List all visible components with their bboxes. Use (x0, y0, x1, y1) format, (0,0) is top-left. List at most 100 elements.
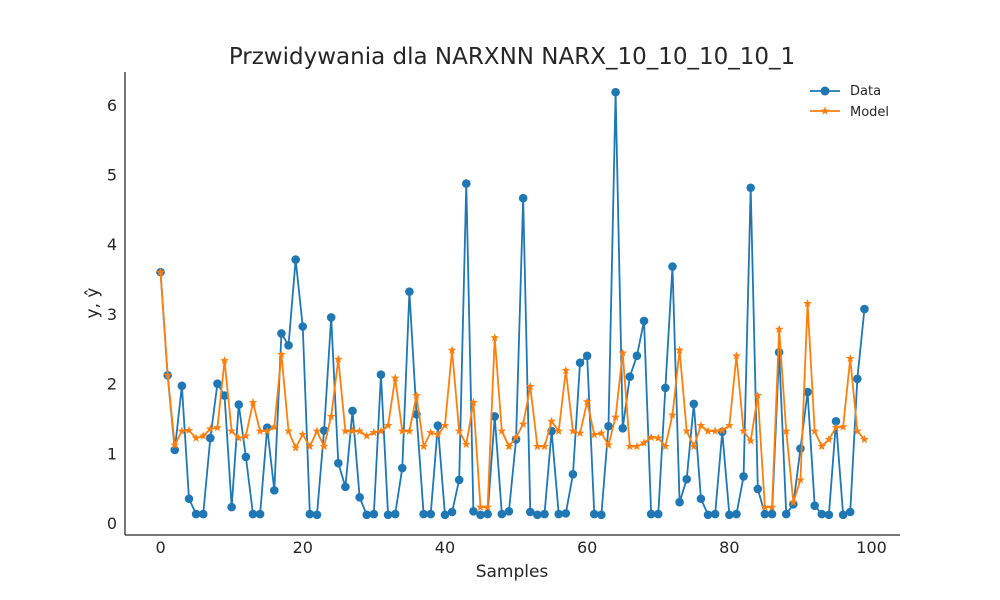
data-point-model (177, 426, 187, 435)
y-tick-labels: 0 1 2 3 4 5 6 (107, 96, 117, 533)
legend-marker-model (820, 106, 830, 115)
data-point-data (206, 433, 215, 443)
data-point-model (198, 431, 208, 440)
data-point-model (732, 351, 741, 360)
data-point-model (255, 426, 265, 435)
data-point-data (355, 493, 364, 502)
data-point-data (483, 509, 492, 519)
data-point-model (568, 426, 578, 435)
data-point-model (717, 425, 727, 435)
data-point-data (490, 412, 500, 421)
chart-title: Przwidywania dla NARXNN NARX_10_10_10_10… (229, 44, 795, 70)
data-point-data (824, 510, 834, 520)
data-point-data (476, 510, 485, 520)
data-point-model (533, 441, 542, 451)
data-point-model (682, 426, 692, 435)
data-point-model (710, 426, 720, 435)
data-point-model (604, 440, 613, 449)
data-point-data (582, 351, 592, 361)
y-axis-label: y, ŷ (83, 288, 103, 319)
x-tick-label: 60 (577, 538, 597, 557)
data-point-model (433, 429, 443, 439)
legend-marker-data (820, 86, 830, 96)
data-point-model (454, 426, 464, 435)
data-point-data (611, 87, 620, 97)
data-point-model (298, 429, 308, 439)
data-point-model (618, 348, 628, 357)
data-point-data (440, 510, 450, 520)
data-point-data (284, 341, 293, 350)
data-point-data (419, 509, 428, 519)
data-point-data (184, 494, 194, 504)
data-point-data (376, 370, 386, 379)
data-point-data (568, 470, 578, 479)
data-point-model (689, 441, 699, 451)
data-point-model (504, 441, 514, 451)
data-point-data (625, 372, 635, 382)
data-point-data (575, 358, 585, 368)
data-point-model (703, 426, 713, 435)
data-point-model (333, 354, 343, 363)
data-point-data (270, 486, 279, 495)
y-tick-label: 6 (107, 96, 117, 115)
data-point-data (469, 506, 478, 516)
data-point-model (376, 426, 386, 435)
data-point-model (440, 420, 450, 430)
data-point-model (234, 433, 244, 442)
y-tick-label: 2 (107, 375, 117, 394)
data-point-model (163, 370, 173, 380)
legend-item-model: Model (810, 105, 889, 120)
data-point-model (191, 433, 201, 442)
data-point-model (497, 426, 507, 435)
data-point-data (589, 509, 599, 519)
data-point-data (397, 463, 407, 473)
data-point-model (582, 397, 592, 406)
x-tick-label: 100 (856, 538, 887, 557)
data-point-data (504, 506, 514, 516)
data-point-model (319, 441, 329, 451)
data-point-model (788, 497, 798, 506)
data-point-model (739, 426, 748, 435)
data-point-model (213, 423, 222, 432)
data-point-model (753, 390, 763, 400)
x-tick-label: 40 (435, 538, 455, 557)
data-point-data (639, 316, 649, 326)
data-point-data (525, 507, 535, 517)
data-point-model (625, 441, 635, 451)
data-point-data (696, 494, 706, 504)
data-point-data (838, 510, 848, 520)
data-point-data (497, 509, 507, 519)
series-line-data (159, 91, 866, 516)
legend-label-model: Model (850, 105, 889, 120)
data-point-data (227, 502, 236, 512)
data-point-model (817, 441, 827, 451)
data-point-model (781, 426, 791, 435)
data-point-model (461, 439, 471, 449)
data-point-model (405, 426, 414, 435)
data-point-data (518, 193, 528, 203)
x-tick-label: 0 (155, 538, 165, 557)
axes (124, 72, 900, 536)
data-point-data (298, 322, 308, 331)
data-point-model (426, 427, 436, 437)
data-point-data (604, 421, 613, 431)
data-point-model (227, 426, 237, 435)
data-point-data (781, 509, 791, 519)
data-point-model (369, 427, 379, 437)
data-point-data (554, 509, 564, 519)
data-point-data (732, 509, 741, 519)
data-point-data (675, 497, 684, 507)
data-point-model (355, 426, 365, 435)
data-point-data (433, 421, 443, 430)
data-point-data (646, 509, 656, 519)
data-point-data (234, 400, 244, 409)
legend: Data Model (810, 84, 889, 120)
data-point-data (739, 472, 748, 481)
data-point-model (632, 441, 642, 451)
series-line-model (159, 272, 866, 509)
data-point-data (703, 510, 713, 520)
data-point-model (291, 443, 301, 452)
data-point-data (668, 262, 677, 271)
data-point-model (476, 502, 485, 511)
data-point-model (611, 412, 620, 421)
